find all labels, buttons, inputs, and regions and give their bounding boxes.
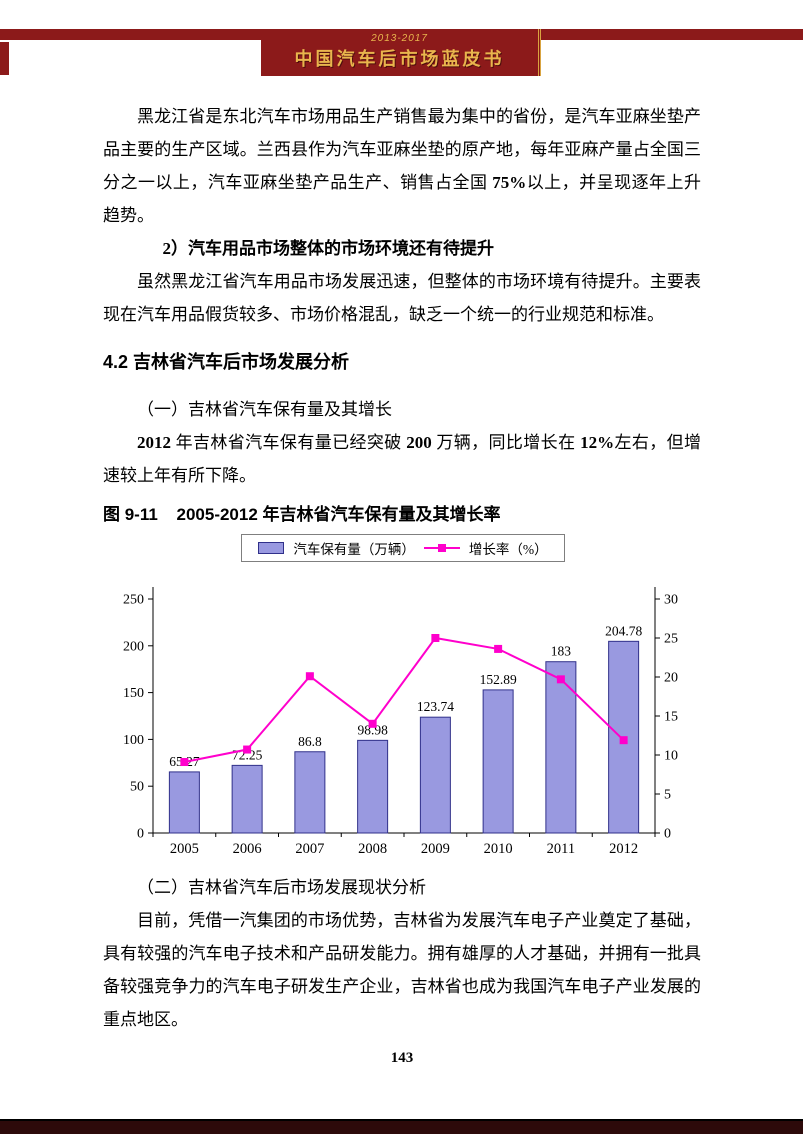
growth-marker-2006: [243, 745, 252, 754]
footer-band: [0, 1119, 803, 1134]
subsection-2-heading: （二）吉林省汽车后市场发展现状分析: [137, 878, 426, 897]
bar-series-swatch: [258, 542, 285, 554]
svg-text:123.74: 123.74: [417, 699, 454, 714]
svg-text:86.8: 86.8: [298, 734, 322, 749]
page-number: 143: [390, 1050, 414, 1066]
growth-marker-2005: [180, 758, 189, 767]
bars-group: [168, 640, 640, 834]
paragraph-heilongjiang: 黑龙江省是东北汽车市场用品生产销售最为集中的省份，是汽车亚麻坐垫产品主要的生产区…: [103, 100, 701, 232]
report-years: 2013-2017: [371, 33, 428, 44]
growth-marker-2011: [556, 675, 565, 684]
svg-text:2012: 2012: [609, 841, 638, 857]
bar-2008: [357, 739, 389, 834]
section-4-2-heading: 4.2 吉林省汽车后市场发展分析: [103, 352, 350, 372]
report-title-box: 2013-2017 中国汽车后市场蓝皮书: [261, 29, 541, 76]
svg-text:98.98: 98.98: [357, 722, 388, 737]
bold-number: 2012: [137, 433, 171, 452]
growth-marker-2010: [494, 644, 503, 653]
svg-text:150: 150: [123, 686, 144, 701]
text-segment: 年吉林省汽车保有量已经突破: [171, 433, 407, 452]
svg-text:152.89: 152.89: [480, 672, 517, 687]
header-left-accent: [0, 42, 9, 75]
bold-number: 200: [406, 433, 432, 452]
bar-2011: [545, 661, 577, 834]
svg-text:250: 250: [123, 593, 144, 608]
figure-9-11-chart: 汽车保有量（万辆） 增长率（%） 0 50 100 150 200 250 0 5 10 15 20…: [103, 534, 703, 857]
bar-2005: [168, 771, 200, 834]
svg-text:10: 10: [664, 749, 678, 764]
svg-text:50: 50: [130, 780, 144, 795]
growth-line-group: [180, 634, 628, 767]
axes-group: 0 50 100 150 200 250 0 5 10 15 20 25 30: [123, 587, 678, 842]
text-segment: 万辆，同比增长在: [431, 433, 581, 452]
svg-text:2009: 2009: [421, 841, 450, 857]
bar-2010: [482, 689, 514, 834]
growth-marker-2007: [305, 672, 314, 681]
bar-series-label: 汽车保有量（万辆）: [293, 542, 415, 557]
report-title: 中国汽车后市场蓝皮书: [294, 49, 505, 69]
svg-text:100: 100: [123, 733, 144, 748]
svg-text:30: 30: [664, 593, 678, 608]
text-segment: 左右，但增速较上年有所下降。: [103, 433, 702, 485]
bold-number: 75%: [492, 173, 527, 192]
line-series-swatch: [423, 544, 460, 552]
growth-marker-2008: [368, 719, 377, 728]
figure-caption: 图 9-11 2005-2012 年吉林省汽车保有量及其增长率: [103, 500, 701, 530]
ownership-growth-chart-svg: 05010015020025005101520253065.2772.2586.…: [123, 587, 678, 857]
svg-text:0: 0: [664, 827, 671, 842]
subsection-1-heading: （一）吉林省汽车保有量及其增长: [137, 400, 392, 419]
paragraph-environment-issues: 虽然黑龙江省汽车用品市场发展迅速，但整体的市场环境有待提升。主要表现在汽车用品假…: [103, 272, 701, 324]
chart-legend-row: 汽车保有量（万辆） 增长率（%）: [103, 534, 703, 562]
chart-legend: 汽车保有量（万辆） 增长率（%）: [241, 534, 565, 562]
svg-text:20: 20: [664, 671, 678, 686]
svg-text:25: 25: [664, 632, 678, 647]
svg-text:2008: 2008: [358, 841, 387, 857]
page-content: 黑龙江省是东北汽车市场用品生产销售最为集中的省份，是汽车亚麻坐垫产品主要的生产区…: [103, 100, 701, 1067]
bar-2009: [419, 716, 451, 834]
line-marker-square: [437, 544, 446, 552]
svg-text:0: 0: [137, 827, 144, 842]
svg-text:2006: 2006: [233, 841, 262, 857]
paragraph-faw-advantage: 目前，凭借一汽集团的市场优势，吉林省为发展汽车电子产业奠定了基础，具有较强的汽车…: [103, 911, 701, 1029]
bar-2006: [231, 764, 263, 834]
bold-number: 12%: [580, 433, 615, 452]
svg-text:2011: 2011: [547, 841, 575, 857]
x-labels-group: 2005 2006 2007 2008 2009 2010 2011 2012: [170, 841, 638, 857]
svg-text:183: 183: [551, 644, 572, 659]
text-segment: 以上，并呈现逐年上升趋势。: [103, 173, 702, 225]
svg-text:2005: 2005: [170, 841, 199, 857]
paragraph-2012-ownership: 2012 年吉林省汽车保有量已经突破 200 万辆，同比增长在 12%左右，但增…: [103, 426, 701, 492]
text-segment: 黑龙江省是东北汽车市场用品生产销售最为集中的省份，是汽车亚麻坐垫产品主要的生产区…: [103, 107, 701, 192]
bar-2012: [608, 640, 640, 834]
svg-text:204.78: 204.78: [605, 623, 642, 638]
figure-number: 图 9-11: [103, 505, 158, 524]
svg-text:5: 5: [664, 788, 671, 803]
svg-text:200: 200: [123, 639, 144, 654]
svg-text:2007: 2007: [295, 841, 324, 857]
svg-text:2010: 2010: [484, 841, 513, 857]
bar-2007: [294, 751, 326, 834]
subheading-market-environment: 2）汽车用品市场整体的市场环境还有待提升: [162, 239, 495, 258]
svg-text:15: 15: [664, 710, 678, 725]
line-series-label: 增长率（%）: [468, 542, 548, 557]
figure-title: 2005-2012 年吉林省汽车保有量及其增长率: [176, 505, 501, 524]
growth-marker-2012: [619, 736, 628, 745]
growth-marker-2009: [431, 634, 440, 642]
